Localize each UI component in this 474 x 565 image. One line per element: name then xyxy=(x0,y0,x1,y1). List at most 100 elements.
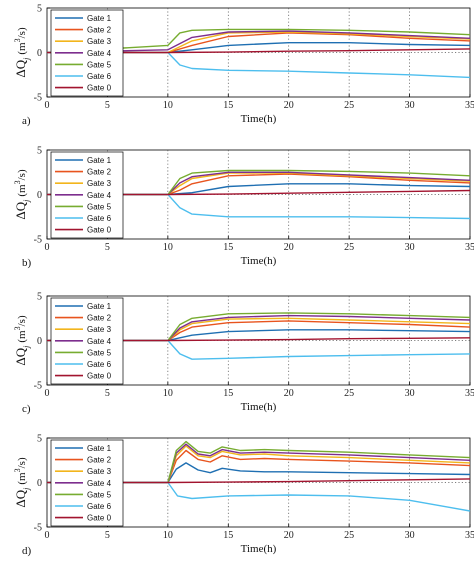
x-tick-label: 35 xyxy=(465,242,474,253)
x-axis-label: Time(h) xyxy=(241,401,277,413)
x-tick-label: 30 xyxy=(405,530,415,541)
legend-label: Gate 0 xyxy=(87,372,112,381)
y-axis-label-unit-end: /s) xyxy=(16,169,28,180)
series-line-gate-6 xyxy=(47,51,471,79)
y-axis-label-unit-end: /s) xyxy=(16,27,28,38)
y-axis-label: ΔQj (m3/s) xyxy=(13,27,31,78)
legend: Gate 1 Gate 2 Gate 3 Gate 4 Gate 5 Gate 6 Gate… xyxy=(50,9,124,97)
x-tick-label: 10 xyxy=(163,242,173,253)
x-tick-label: 0 xyxy=(45,242,50,253)
legend-label: Gate 1 xyxy=(87,302,112,311)
legend-label: Gate 6 xyxy=(87,72,112,81)
series-line-gate-1 xyxy=(47,462,471,484)
x-tick-label: 5 xyxy=(105,530,110,541)
x-tick-label: 20 xyxy=(284,242,294,253)
legend-label: Gate 3 xyxy=(87,325,112,334)
series-line-gate-0 xyxy=(47,478,471,484)
x-tick-label: 10 xyxy=(163,530,173,541)
x-tick-label: 20 xyxy=(284,530,294,541)
x-tick-label: 35 xyxy=(465,100,474,111)
x-tick-label: 25 xyxy=(344,530,354,541)
y-axis-label-subscript: j xyxy=(22,199,31,203)
x-axis-label: Time(h) xyxy=(241,543,277,555)
y-axis-label-symbol: ΔQ xyxy=(13,347,28,365)
legend-label: Gate 6 xyxy=(87,214,112,223)
legend-label: Gate 5 xyxy=(87,202,112,211)
legend-label: Gate 0 xyxy=(87,84,112,93)
y-axis-label-unit-sup: 3 xyxy=(13,38,22,42)
x-axis-label: Time(h) xyxy=(241,113,277,125)
x-tick-label: 25 xyxy=(344,388,354,399)
legend-label: Gate 3 xyxy=(87,467,112,476)
legend-label: Gate 6 xyxy=(87,360,112,369)
series-line-gate-2 xyxy=(47,173,471,196)
y-axis-label-symbol: ΔQ xyxy=(13,489,28,507)
x-tick-label: 0 xyxy=(45,388,50,399)
y-axis-label-subscript: j xyxy=(22,57,31,61)
panel-label: c) xyxy=(22,403,31,415)
y-axis-label-unit: (m xyxy=(16,330,28,343)
y-axis-label-unit-end: /s) xyxy=(16,457,28,468)
y-tick-label: 5 xyxy=(37,4,42,15)
series-line-gate-6 xyxy=(47,481,471,512)
legend-label: Gate 6 xyxy=(87,502,112,511)
y-axis-label: ΔQj (m3/s) xyxy=(13,169,31,220)
legend-label: Gate 5 xyxy=(87,60,112,69)
legend-label: Gate 1 xyxy=(87,444,112,453)
panel-label: d) xyxy=(22,545,32,557)
x-tick-label: 25 xyxy=(344,100,354,111)
series-line-gate-3 xyxy=(47,31,471,54)
series-line-gate-5 xyxy=(46,28,471,54)
legend-label: Gate 0 xyxy=(87,226,112,235)
y-axis-label-unit: (m xyxy=(16,184,28,197)
legend: Gate 1 Gate 2 Gate 3 Gate 4 Gate 5 Gate 6 Gate… xyxy=(50,297,124,385)
x-tick-label: 5 xyxy=(105,242,110,253)
series-line-gate-0 xyxy=(47,48,471,54)
x-tick-label: 30 xyxy=(405,100,415,111)
legend-label: Gate 5 xyxy=(87,348,112,357)
y-tick-label: -5 xyxy=(34,381,42,392)
y-tick-label: 5 xyxy=(37,434,42,445)
x-tick-label: 15 xyxy=(223,530,233,541)
x-tick-label: 15 xyxy=(223,388,233,399)
x-tick-label: 0 xyxy=(45,530,50,541)
x-tick-label: 5 xyxy=(105,100,110,111)
y-axis-label-unit-sup: 3 xyxy=(13,468,22,472)
y-axis-label: ΔQj (m3/s) xyxy=(13,457,31,508)
y-tick-label: 0 xyxy=(37,478,42,489)
series-line-gate-4 xyxy=(46,30,471,54)
y-axis-label-subscript: j xyxy=(22,345,31,349)
x-tick-label: 30 xyxy=(405,388,415,399)
series-line-gate-5 xyxy=(47,312,471,342)
y-tick-label: 0 xyxy=(37,336,42,347)
x-tick-label: 35 xyxy=(465,530,474,541)
x-tick-label: 15 xyxy=(223,100,233,111)
y-axis-label-unit-end: /s) xyxy=(16,315,28,326)
legend-label: Gate 1 xyxy=(87,14,112,23)
legend-label: Gate 5 xyxy=(87,490,112,499)
series-line-gate-6 xyxy=(47,339,471,360)
legend-label: Gate 2 xyxy=(87,314,112,323)
y-axis-label-symbol: ΔQ xyxy=(13,201,28,219)
legend-label: Gate 2 xyxy=(87,456,112,465)
x-tick-label: 20 xyxy=(284,100,294,111)
x-tick-label: 10 xyxy=(163,388,173,399)
y-axis-label-unit: (m xyxy=(16,42,28,55)
legend-label: Gate 2 xyxy=(87,168,112,177)
y-tick-label: -5 xyxy=(34,93,42,104)
legend-label: Gate 4 xyxy=(87,337,112,346)
series-line-gate-5 xyxy=(47,440,471,484)
y-axis-label-unit: (m xyxy=(16,472,28,485)
y-axis-label-unit-sup: 3 xyxy=(13,180,22,184)
y-axis-label-subscript: j xyxy=(22,487,31,491)
legend-label: Gate 1 xyxy=(87,156,112,165)
y-tick-label: 5 xyxy=(37,292,42,303)
y-tick-label: 0 xyxy=(37,48,42,59)
legend-label: Gate 4 xyxy=(87,49,112,58)
y-axis-label-unit-sup: 3 xyxy=(13,326,22,330)
series-line-gate-1 xyxy=(47,329,471,342)
